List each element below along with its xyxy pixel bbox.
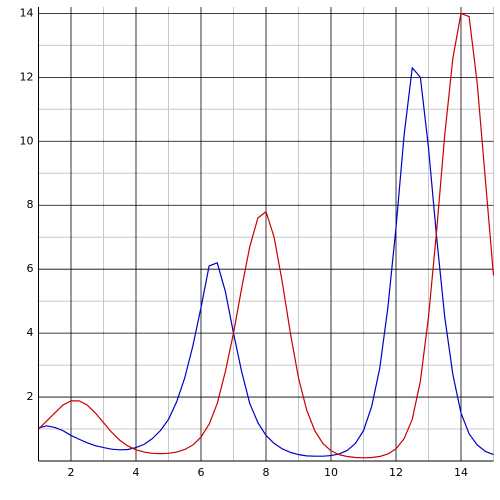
line — [38, 67, 494, 457]
x-tick-label: 2 — [68, 466, 75, 479]
x-tick-label: 10 — [324, 466, 338, 479]
x-tick-label: 8 — [263, 466, 270, 479]
x-tick-label: 14 — [454, 466, 468, 479]
y-tick-label: 4 — [27, 326, 34, 339]
x-tick-label: 4 — [133, 466, 140, 479]
y-tick-label: 2 — [27, 390, 34, 403]
y-tick-label: 12 — [20, 70, 34, 83]
line — [38, 12, 495, 459]
y-tick-label: 10 — [20, 134, 34, 147]
y-tick-label: 6 — [27, 262, 34, 275]
x-tick-label: 6 — [198, 466, 205, 479]
x-tick-label: 12 — [389, 466, 403, 479]
y-tick-label: 8 — [27, 198, 34, 211]
y-tick-label: 14 — [20, 6, 34, 19]
